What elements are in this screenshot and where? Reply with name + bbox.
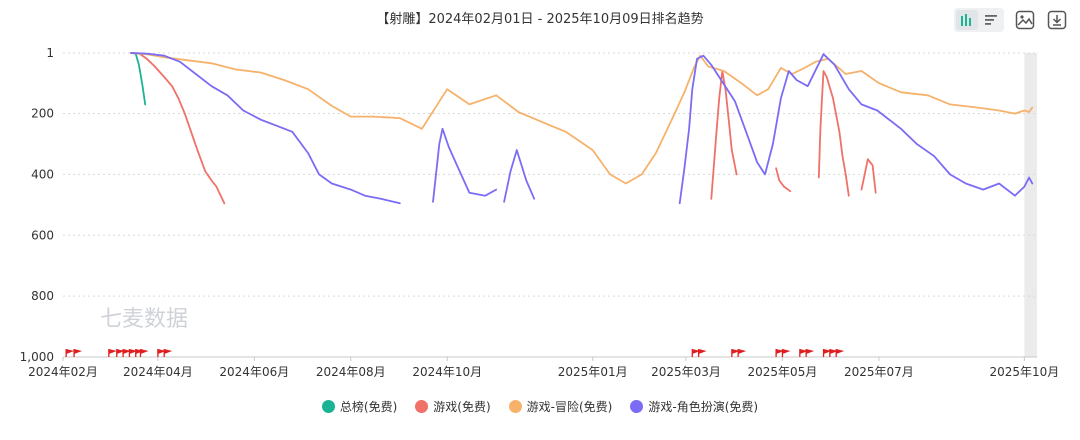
image-icon[interactable] — [1014, 9, 1036, 31]
event-flag-icon[interactable] — [691, 349, 701, 357]
y-tick-label: 400 — [31, 167, 54, 181]
event-flag-icon[interactable] — [122, 349, 132, 357]
event-flag-icon[interactable] — [116, 349, 125, 357]
legend-label: 总榜(免费) — [339, 400, 398, 414]
event-flag-icon[interactable] — [805, 349, 815, 357]
event-flag-icon[interactable] — [108, 349, 117, 357]
event-flag-icon[interactable] — [799, 349, 808, 357]
x-tick-label: 2025年05月 — [748, 365, 818, 379]
event-flag-icon[interactable] — [775, 349, 785, 357]
y-tick-label: 600 — [31, 228, 54, 242]
series-lines — [130, 52, 1034, 205]
chart-toolbar — [954, 8, 1068, 32]
event-flag-icon[interactable] — [157, 349, 166, 357]
grid-lines — [63, 52, 1037, 358]
event-flag-icon[interactable] — [697, 349, 707, 357]
series-line-1-seg-2 — [775, 167, 792, 193]
x-axis: 2024年02月 2024年04月 2024年06月 2024年08月 2024年10月… — [28, 357, 1059, 379]
legend-item-1[interactable]: 游戏(免费) — [415, 398, 491, 415]
legend-label: 游戏(免费) — [433, 400, 491, 414]
y-tick-label: 1,000 — [20, 350, 54, 364]
x-tick-label: 2025年10月 — [989, 365, 1059, 379]
event-flag-icon[interactable] — [835, 349, 845, 357]
x-tick-label: 2024年06月 — [219, 365, 289, 379]
series-line-1-seg-4 — [860, 158, 877, 194]
series-line-0-seg-0 — [130, 52, 147, 106]
x-tick-label: 2025年01月 — [558, 365, 628, 379]
series-line-3-seg-0 — [130, 52, 401, 205]
event-flag-icon[interactable] — [135, 349, 144, 357]
watermark-text: 七麦数据 — [100, 307, 188, 332]
event-flag-icon[interactable] — [731, 349, 740, 357]
y-tick-label: 200 — [31, 107, 54, 121]
series-line-3-seg-2 — [503, 149, 536, 203]
view-toggle — [954, 8, 1004, 32]
bar-chart-icon[interactable] — [956, 10, 978, 30]
event-flags — [65, 349, 845, 357]
x-tick-label: 2025年07月 — [844, 365, 914, 379]
legend-label: 游戏-角色扮演(免费) — [648, 400, 759, 414]
event-flag-icon[interactable] — [128, 349, 138, 357]
series-line-2-seg-0 — [130, 52, 1034, 185]
event-flag-icon[interactable] — [65, 349, 75, 357]
event-flag-icon[interactable] — [139, 349, 149, 357]
chart-title: 【射雕】2024年02月01日 - 2025年10月09日排名趋势 — [376, 12, 704, 27]
y-tick-label: 1 — [46, 46, 54, 60]
chart-legend: 总榜(免费) 游戏(免费) 游戏-冒险(免费) 游戏-角色扮演(免费) — [0, 398, 1080, 415]
y-axis: 1 200 400 600 800 1,000 — [20, 46, 54, 364]
event-flag-icon[interactable] — [781, 349, 791, 357]
shaded-region — [1024, 53, 1037, 357]
event-flag-icon[interactable] — [737, 349, 747, 357]
event-flag-icon[interactable] — [73, 349, 83, 357]
legend-swatch — [321, 400, 335, 413]
x-tick-label: 2024年04月 — [123, 365, 193, 379]
event-flag-icon[interactable] — [829, 349, 838, 357]
series-line-1-seg-0 — [130, 52, 226, 205]
legend-item-0[interactable]: 总榜(免费) — [321, 398, 398, 415]
x-tick-label: 2025年03月 — [651, 365, 721, 379]
legend-item-3[interactable]: 游戏-角色扮演(免费) — [630, 398, 758, 415]
series-line-3-seg-1 — [432, 127, 498, 203]
list-icon[interactable] — [980, 10, 1002, 30]
x-tick-label: 2024年02月 — [28, 365, 98, 379]
x-tick-label: 2024年10月 — [412, 365, 482, 379]
y-tick-label: 800 — [31, 289, 54, 303]
event-flag-icon[interactable] — [822, 349, 832, 357]
download-icon[interactable] — [1046, 9, 1068, 31]
series-line-1-seg-1 — [710, 70, 738, 200]
x-tick-label: 2024年08月 — [316, 365, 386, 379]
legend-item-2[interactable]: 游戏-冒险(免费) — [508, 398, 613, 415]
series-line-3-seg-3 — [678, 53, 1034, 205]
event-flag-icon[interactable] — [163, 349, 173, 357]
legend-swatch — [508, 400, 522, 413]
legend-swatch — [415, 400, 429, 413]
legend-swatch — [630, 400, 644, 413]
series-line-1-seg-3 — [817, 70, 850, 197]
legend-label: 游戏-冒险(免费) — [526, 400, 613, 414]
